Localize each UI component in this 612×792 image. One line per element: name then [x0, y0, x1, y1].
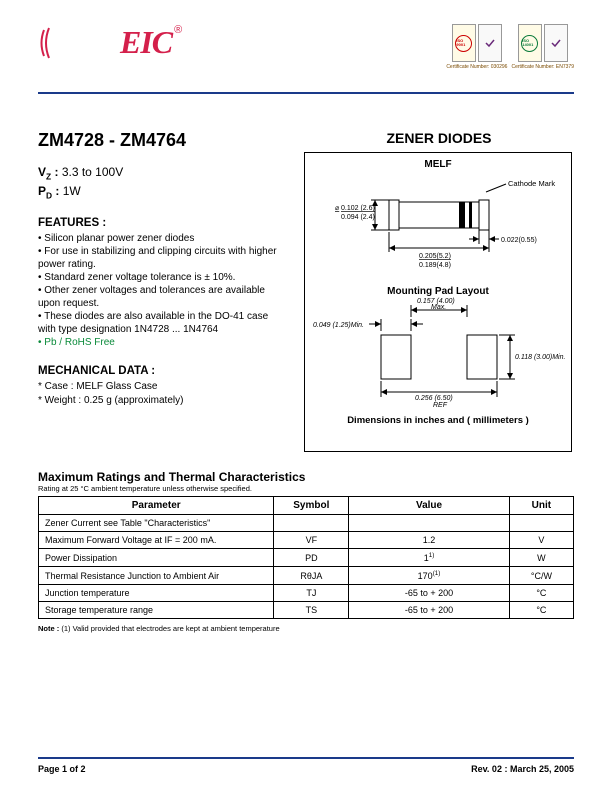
- ukas-badge-icon: [478, 24, 502, 62]
- ratings-subheading: Rating at 25 °C ambient temperature unle…: [38, 484, 574, 493]
- col-parameter: Parameter: [39, 497, 274, 515]
- feature-item: Standard zener voltage tolerance is ± 10…: [38, 271, 286, 284]
- logo-text: EIC: [120, 24, 172, 61]
- table-row: Maximum Forward Voltage at IF = 200 mA.V…: [39, 532, 574, 549]
- vz-line: VZ : 3.3 to 100V: [38, 165, 286, 181]
- features-list: Silicon planar power zener diodes For us…: [38, 232, 286, 349]
- revision: Rev. 02 : March 25, 2005: [471, 764, 574, 774]
- svg-text:0.094 (2.4): 0.094 (2.4): [341, 214, 375, 221]
- mechanical-list: Case : MELF Glass Case Weight : 0.25 g (…: [38, 380, 286, 409]
- svg-text:0.049 (1.25)Min.: 0.049 (1.25)Min.: [313, 322, 364, 329]
- certifications: ISO 9001 Certificate Number: 030296 ISO …: [446, 24, 574, 70]
- header-rule: [38, 92, 574, 94]
- footer: Page 1 of 2 Rev. 02 : March 25, 2005: [38, 757, 574, 774]
- table-header-row: Parameter Symbol Value Unit: [39, 497, 574, 515]
- cert-number: Certificate Number: 030296: [446, 64, 507, 70]
- logo-chevron-icon: [38, 26, 60, 60]
- table-row: Power DissipationPD11)W: [39, 549, 574, 567]
- feature-item: For use in stabilizing and clipping circ…: [38, 245, 286, 271]
- col-unit: Unit: [509, 497, 573, 515]
- svg-text:0.118 (3.00)Min.: 0.118 (3.00)Min.: [515, 354, 565, 361]
- feature-rohs: Pb / RoHS Free: [38, 336, 286, 349]
- feature-item: These diodes are also available in the D…: [38, 310, 286, 336]
- svg-text:0.102 (2.6): 0.102 (2.6): [341, 205, 375, 212]
- svg-text:0.189(4.8): 0.189(4.8): [419, 262, 451, 269]
- svg-text:⌀: ⌀: [335, 205, 339, 212]
- features-heading: FEATURES :: [38, 217, 286, 229]
- table-row: Junction temperatureTJ-65 to + 200°C: [39, 585, 574, 602]
- col-value: Value: [349, 497, 510, 515]
- dimensions-caption: Dimensions in inches and ( millimeters ): [311, 415, 565, 426]
- svg-text:0.205(5.2): 0.205(5.2): [419, 253, 451, 260]
- ratings-table: Parameter Symbol Value Unit Zener Curren…: [38, 496, 574, 619]
- company-logo: EIC ®: [38, 24, 182, 62]
- table-row: Thermal Resistance Junction to Ambient A…: [39, 567, 574, 585]
- table-row: Zener Current see Table "Characteristics…: [39, 515, 574, 532]
- ukas-badge-icon: [544, 24, 568, 62]
- pd-line: PD : 1W: [38, 184, 286, 200]
- feature-item: Silicon planar power zener diodes: [38, 232, 286, 245]
- cert-iso9001: ISO 9001 Certificate Number: 030296: [446, 24, 507, 70]
- mech-item: Case : MELF Glass Case: [38, 380, 286, 395]
- mounting-heading: Mounting Pad Layout: [311, 286, 565, 297]
- mounting-pad-drawing: 0.049 (1.25)Min. 0.157 (4.00) Max. 0.1: [311, 297, 565, 407]
- cert-number: Certificate Number: EN7379: [511, 64, 574, 70]
- svg-text:REF: REF: [433, 402, 448, 407]
- ratings-heading: Maximum Ratings and Thermal Characterist…: [38, 470, 574, 484]
- melf-outline-drawing: Cathode Mark ⌀ 0.102 (2.6) 0.094 (2.4): [311, 174, 565, 274]
- right-column: ZENER DIODES MELF Cathode Mark: [304, 130, 574, 452]
- svg-text:Max.: Max.: [431, 304, 446, 311]
- page-number: Page 1 of 2: [38, 764, 86, 774]
- cathode-label: Cathode Mark: [508, 179, 555, 188]
- registered-mark: ®: [174, 24, 182, 36]
- left-column: ZM4728 - ZM4764 VZ : 3.3 to 100V PD : 1W…: [38, 130, 286, 452]
- iso9001-label: ISO 9001: [456, 39, 471, 47]
- package-drawing-box: MELF Cathode Mark: [304, 152, 572, 452]
- cert-iso14001: ISO 14001 Certificate Number: EN7379: [511, 24, 574, 70]
- part-number-title: ZM4728 - ZM4764: [38, 130, 286, 151]
- ratings-note: Note : (1) Valid provided that electrode…: [38, 624, 574, 633]
- svg-text:0.256 (6.50): 0.256 (6.50): [415, 395, 453, 402]
- mechanical-heading: MECHANICAL DATA :: [38, 365, 286, 377]
- mech-item: Weight : 0.25 g (approximately): [38, 394, 286, 409]
- svg-text:0.022(0.55): 0.022(0.55): [501, 237, 537, 244]
- header: EIC ® ISO 9001 Certificate Number: 03029…: [38, 24, 574, 82]
- col-symbol: Symbol: [274, 497, 349, 515]
- iso14001-label: ISO 14001: [522, 39, 537, 47]
- product-type-title: ZENER DIODES: [304, 130, 574, 146]
- package-name: MELF: [311, 159, 565, 170]
- feature-item: Other zener voltages and tolerances are …: [38, 284, 286, 310]
- table-row: Storage temperature rangeTS-65 to + 200°…: [39, 602, 574, 619]
